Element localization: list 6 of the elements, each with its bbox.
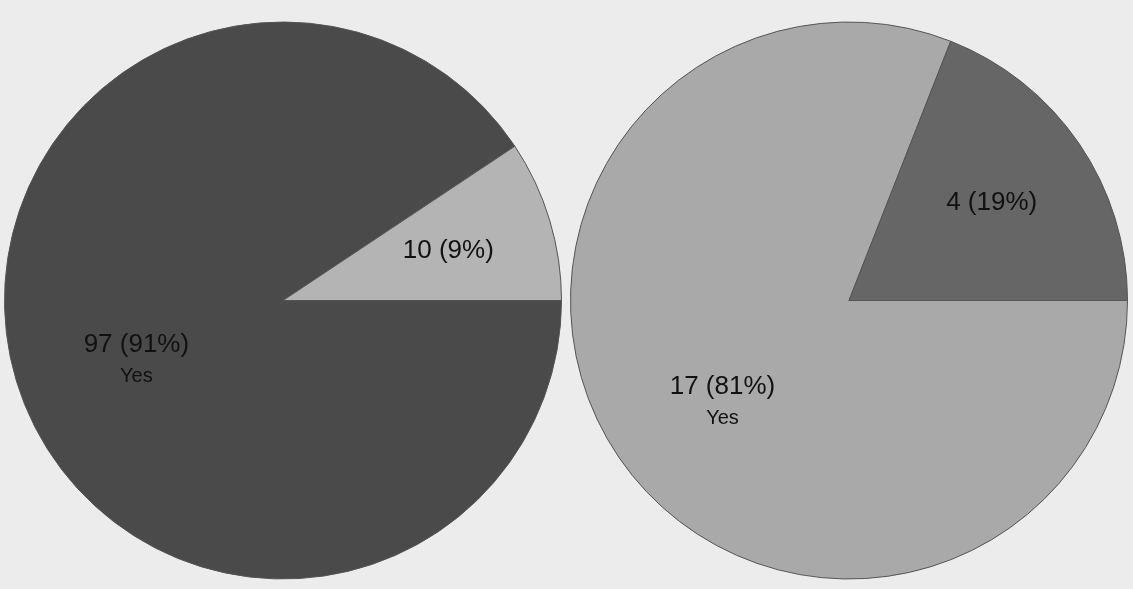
data-label: 97 (91%) <box>83 328 190 358</box>
slice-label: Yes <box>706 406 739 429</box>
data-label: 17 (81%) <box>669 369 776 400</box>
data-label: 4 (19%) <box>946 186 1038 217</box>
data-label: 10 (9%) <box>402 233 494 264</box>
slice-label: Yes <box>120 364 153 387</box>
